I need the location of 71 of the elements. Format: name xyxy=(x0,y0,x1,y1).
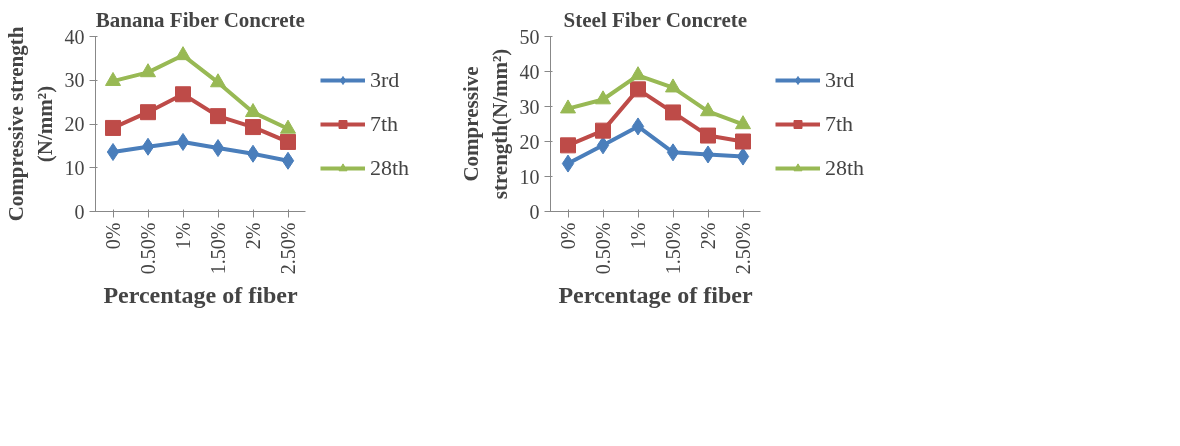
x-tick-label: 2.50% xyxy=(277,222,299,275)
x-axis-title: Percentage of fiber xyxy=(558,282,753,309)
point xyxy=(246,144,260,163)
point xyxy=(700,127,716,144)
x-tick-label: 2% xyxy=(697,222,719,250)
x-tick-label: 1% xyxy=(172,222,194,250)
y-tick-label: 30 xyxy=(519,95,540,118)
y-tick-label: 40 xyxy=(64,25,85,48)
y-tick-label: 20 xyxy=(519,130,540,153)
chart-title: Banana Fiber Concrete xyxy=(95,7,305,32)
point xyxy=(736,147,750,166)
point xyxy=(700,102,716,117)
point xyxy=(630,66,646,81)
point xyxy=(106,143,120,161)
point xyxy=(175,86,191,103)
point xyxy=(665,78,681,93)
chart-title: Steel Fiber Concrete xyxy=(563,7,748,32)
y-tick-label: 10 xyxy=(64,156,85,179)
point xyxy=(280,119,296,134)
x-tick-label: 1.50% xyxy=(207,222,229,275)
x-tick-label: 1% xyxy=(627,222,649,250)
point xyxy=(666,143,680,162)
x-tick-label: 0% xyxy=(557,222,579,250)
point xyxy=(245,119,261,136)
point xyxy=(560,137,576,154)
y-axis-title: Compressive strength (N/mm²) xyxy=(3,26,57,222)
point xyxy=(561,154,575,173)
y-tick-label: 30 xyxy=(64,69,85,92)
legend-label: 7th xyxy=(825,110,854,137)
y-tick-label: 0 xyxy=(529,200,540,223)
y-tick-label: 0 xyxy=(74,200,85,223)
y-tick-label: 10 xyxy=(519,165,540,188)
point xyxy=(631,117,645,136)
legend-label: 7th xyxy=(370,110,399,137)
x-tick-label: 2.50% xyxy=(732,222,754,275)
point xyxy=(210,73,226,88)
point xyxy=(560,99,576,114)
legend-label: 3rd xyxy=(370,66,400,93)
legend-label: 3rd xyxy=(825,66,855,93)
point xyxy=(105,119,121,136)
point xyxy=(595,122,611,139)
point xyxy=(140,104,156,121)
point xyxy=(105,71,121,86)
point xyxy=(596,136,610,155)
point xyxy=(595,90,611,105)
x-tick-label: 0.50% xyxy=(137,222,159,275)
legend-label: 28th xyxy=(825,154,865,181)
x-tick-label: 1.50% xyxy=(662,222,684,275)
y-axis-title: Compressive strength(N/mm²) xyxy=(458,48,512,200)
point xyxy=(665,104,681,121)
point xyxy=(735,133,751,150)
point xyxy=(210,108,226,125)
point xyxy=(140,63,156,78)
y-tick-label: 50 xyxy=(519,25,540,48)
y-tick-label: 20 xyxy=(64,113,85,135)
y-tick-label: 40 xyxy=(519,60,540,83)
point xyxy=(211,139,225,158)
point xyxy=(245,103,261,118)
point xyxy=(141,137,155,156)
x-tick-label: 0% xyxy=(102,222,124,250)
point xyxy=(175,46,191,61)
x-tick-label: 0.50% xyxy=(592,222,614,275)
point xyxy=(630,81,646,98)
point xyxy=(701,145,715,164)
legend-label: 28th xyxy=(370,154,410,181)
point xyxy=(176,132,190,151)
point xyxy=(281,151,295,170)
x-tick-label: 2% xyxy=(242,222,264,250)
point xyxy=(280,133,296,150)
x-axis-title: Percentage of fiber xyxy=(103,282,298,309)
point xyxy=(735,115,751,130)
